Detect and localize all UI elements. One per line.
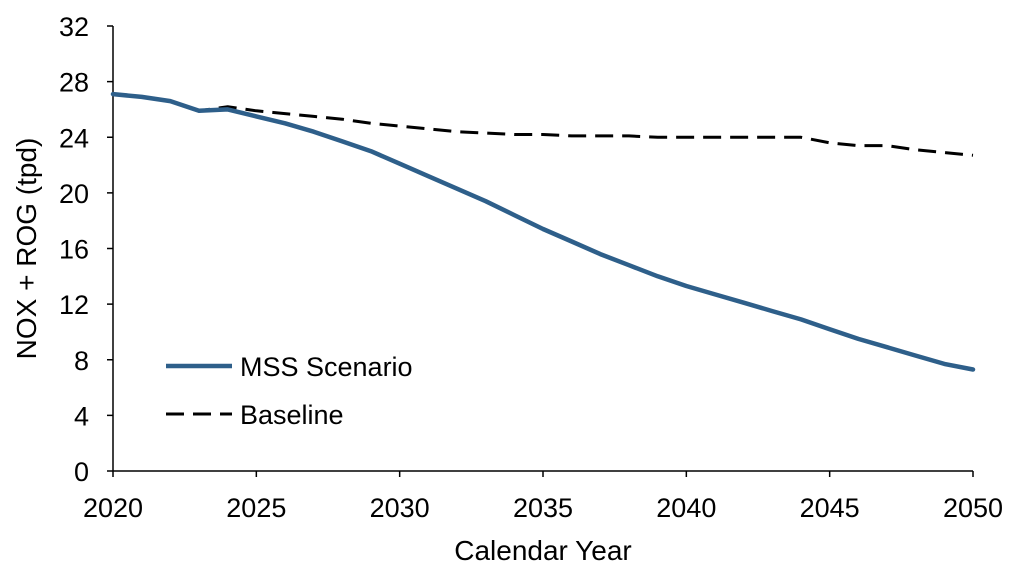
legend-label: Baseline <box>240 400 344 430</box>
y-tick-label: 24 <box>59 123 89 153</box>
y-tick-label: 32 <box>59 12 89 42</box>
y-axis-ticks: 0 4 8 12 16 20 24 28 32 <box>59 12 113 487</box>
baseline-series-line <box>112 92 974 157</box>
legend-label: MSS Scenario <box>240 352 413 382</box>
y-tick-label: 8 <box>74 346 89 376</box>
legend: MSS Scenario Baseline <box>166 352 413 430</box>
x-tick-label: 2045 <box>800 493 860 523</box>
y-tick-label: 20 <box>59 179 89 209</box>
x-tick-label: 2040 <box>656 493 716 523</box>
y-tick-label: 4 <box>74 401 89 431</box>
series-lines <box>110 91 976 372</box>
x-tick-label: 2035 <box>513 493 573 523</box>
x-tick-label: 2025 <box>226 493 286 523</box>
x-axis-ticks: 2020 2025 2030 2035 2040 2045 2050 <box>83 471 1003 523</box>
x-axis-title: Calendar Year <box>454 535 631 566</box>
x-tick-label: 2030 <box>370 493 430 523</box>
y-tick-label: 28 <box>59 68 89 98</box>
y-tick-label: 12 <box>59 290 89 320</box>
y-axis-title: NOX + ROG (tpd) <box>11 138 42 360</box>
x-tick-label: 2050 <box>943 493 1003 523</box>
x-tick-label: 2020 <box>83 493 143 523</box>
y-tick-label: 0 <box>74 457 89 487</box>
mss-scenario-series-line <box>110 91 976 372</box>
y-tick-label: 16 <box>59 235 89 265</box>
